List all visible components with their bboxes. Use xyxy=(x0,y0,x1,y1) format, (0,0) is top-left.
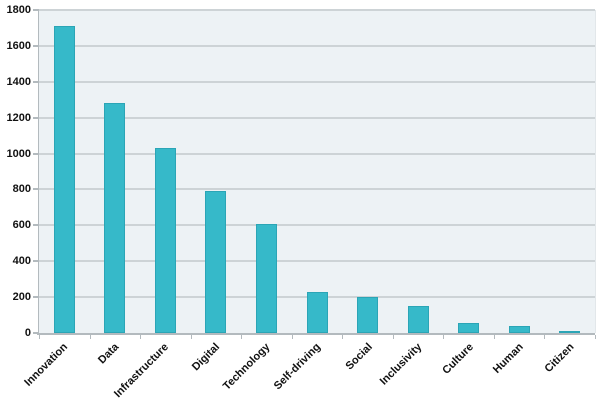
bar-inclusivity xyxy=(408,306,429,333)
y-tick-mark xyxy=(33,44,39,47)
x-tick-label: Data xyxy=(96,341,122,367)
bar-data xyxy=(104,103,125,333)
y-tick-mark xyxy=(33,332,39,334)
bar-technology xyxy=(256,224,277,333)
y-tick-mark xyxy=(33,296,39,299)
gridline xyxy=(39,260,595,263)
x-tick-label: Self-driving xyxy=(272,341,324,393)
gridline xyxy=(39,188,595,191)
bar-citizen xyxy=(559,331,580,333)
x-tick-label: Innovation xyxy=(22,341,71,389)
bar-self-driving xyxy=(307,292,328,333)
y-tick-label: 1200 xyxy=(6,111,31,124)
x-tick-label: Human xyxy=(490,341,526,376)
y-tick-label: 400 xyxy=(12,255,31,268)
bar-culture xyxy=(458,323,479,333)
x-tick-mark xyxy=(191,335,192,339)
plot-area xyxy=(39,9,596,333)
y-tick-mark xyxy=(33,224,39,227)
gridline xyxy=(39,44,595,47)
x-tick-mark xyxy=(292,335,293,339)
y-tick-label: 600 xyxy=(12,219,31,232)
x-tick-mark xyxy=(140,335,141,339)
gridline xyxy=(39,152,595,155)
x-tick-label: Culture xyxy=(439,341,476,377)
x-tick-mark xyxy=(443,335,444,339)
gridline xyxy=(39,116,595,119)
gridline xyxy=(39,224,595,227)
bar-digital xyxy=(205,191,226,333)
x-tick-mark xyxy=(494,335,495,339)
gridline xyxy=(39,80,595,83)
x-tick-mark xyxy=(342,335,343,339)
x-tick-mark xyxy=(241,335,242,339)
y-tick-mark xyxy=(33,152,39,155)
y-tick-mark xyxy=(33,116,39,119)
x-tick-label: Social xyxy=(343,341,375,373)
y-axis-line xyxy=(38,10,39,335)
y-tick-mark xyxy=(33,188,39,191)
y-tick-label: 0 xyxy=(24,327,31,339)
y-tick-mark xyxy=(33,80,39,83)
x-tick-label: Inclusivity xyxy=(377,341,425,388)
y-tick-label: 800 xyxy=(12,183,31,196)
y-tick-label: 1800 xyxy=(6,4,31,16)
x-tick-mark xyxy=(90,335,91,339)
bar-infrastructure xyxy=(155,148,176,333)
x-tick-mark xyxy=(39,335,40,339)
x-tick-label: Citizen xyxy=(542,341,577,375)
x-tick-label: Technology xyxy=(220,341,273,393)
y-tick-label: 1600 xyxy=(6,39,31,52)
bar-human xyxy=(509,326,530,333)
x-tick-mark xyxy=(393,335,394,339)
x-axis-line xyxy=(37,333,595,335)
x-tick-mark xyxy=(595,335,596,339)
y-tick-mark xyxy=(33,260,39,263)
bar-social xyxy=(357,297,378,333)
y-tick-label: 200 xyxy=(12,291,31,304)
x-tick-mark xyxy=(544,335,545,339)
x-tick-label: Digital xyxy=(190,341,223,374)
y-tick-mark xyxy=(33,9,39,11)
x-tick-label: Infrastructure xyxy=(112,341,172,400)
y-tick-label: 1400 xyxy=(6,75,31,88)
gridline xyxy=(39,9,595,11)
bar-innovation xyxy=(54,26,75,333)
y-tick-label: 1000 xyxy=(6,147,31,160)
